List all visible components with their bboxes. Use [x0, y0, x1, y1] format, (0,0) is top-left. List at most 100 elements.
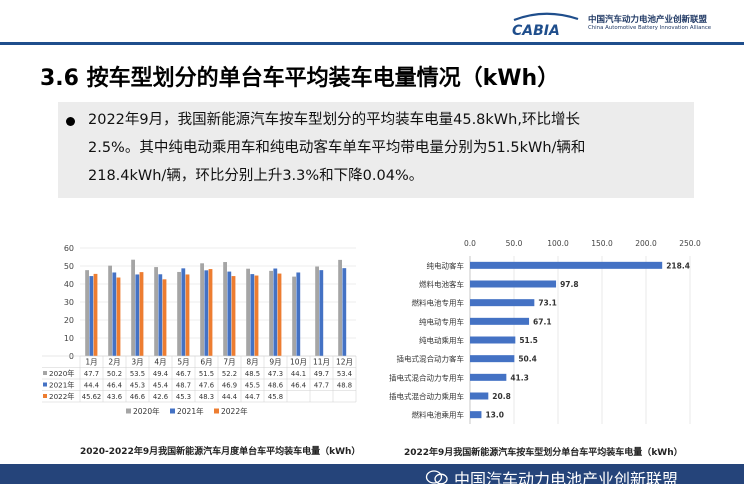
y-tick-label: 40	[64, 280, 74, 289]
summary-line-1: 2022年9月，我国新能源汽车按车型划分的平均装车电量45.8kWh,环比增长	[88, 112, 580, 128]
data-label: 46.9	[222, 382, 237, 390]
x-tick-label: 0.0	[464, 239, 476, 248]
bar-2020年-3月	[131, 259, 135, 356]
x-tick-label: 10月	[290, 358, 307, 367]
data-label: 45.5	[245, 382, 260, 390]
header: CABIA 中国汽车动力电池产业创新联盟 China Automotive Ba…	[0, 0, 744, 44]
footer-org-name: 中国汽车动力电池产业创新联盟	[454, 470, 679, 489]
monthly-bar-chart: 0 10 20 30 40 50 60 1月 2月 3月 4月 5月 6月 7月 8月 9月 10月 11月 12月…	[42, 244, 357, 416]
data-label: 44.4	[222, 393, 237, 401]
data-label: 20.8	[492, 392, 511, 401]
bar-2022年-8月	[254, 275, 259, 356]
right-chart-caption: 2022年9月我国新能源汽车按车型划分单台车平均装车电量（kWh）	[404, 448, 683, 458]
data-label: 49.7	[314, 370, 329, 378]
y-tick-label: 纯电动客车	[427, 260, 465, 270]
bar-2020年-5月	[177, 271, 181, 356]
bar-2022年-7月	[231, 276, 236, 356]
page-title: 3.6 按车型划分的单台车平均装车电量情况（kWh）	[40, 66, 560, 91]
bar-2022年-6月	[208, 269, 213, 356]
legend-label: 2022年	[221, 406, 248, 416]
summary-line-2: 2.5%。其中纯电动乘用车和纯电动客车单车平均带电量分别为51.5kWh/辆和	[88, 140, 586, 156]
org-name-en: China Automotive Battery Innovation Alli…	[588, 25, 712, 31]
data-label: 13.0	[485, 411, 504, 420]
bar-2022年-5月	[185, 274, 190, 356]
bar-2020年-9月	[269, 270, 273, 356]
data-label: 50.4	[518, 355, 537, 364]
bar-2020年-12月	[338, 259, 342, 356]
bar-纯电动乘用车	[470, 336, 516, 344]
bar-2021年-1月	[89, 276, 94, 356]
data-label: 53.5	[130, 370, 145, 378]
data-label: 47.7	[314, 382, 329, 390]
bar-插电式混合动力专用车	[470, 373, 507, 381]
x-tick-label: 200.0	[635, 239, 657, 248]
bar-纯电动客车	[470, 261, 663, 269]
y-tick-label: 插电式混合动力乘用车	[389, 391, 464, 401]
x-tick-label: 150.0	[591, 239, 613, 248]
x-tick-label: 3月	[131, 358, 143, 367]
cabia-logo-icon: CABIA	[512, 12, 579, 38]
y-tick-label: 插电式混合动力专用车	[389, 372, 464, 382]
bar-2022年-1月	[93, 273, 98, 356]
y-tick-label: 10	[64, 334, 74, 343]
header-divider	[0, 42, 744, 45]
data-label: 47.7	[84, 370, 99, 378]
bar-2022年-4月	[162, 279, 167, 356]
bar-2021年-7月	[227, 271, 232, 356]
data-label: 51.5	[199, 370, 214, 378]
bar-2020年-2月	[108, 265, 112, 356]
bar-2020年-8月	[246, 268, 250, 356]
data-label: 44.1	[291, 370, 306, 378]
x-tick-label: 1月	[85, 358, 97, 367]
bar-2020年-7月	[223, 262, 227, 356]
legend-label: 2020年	[133, 406, 160, 416]
table-series-label: 2022年	[49, 392, 74, 401]
bar-2021年-10月	[296, 272, 301, 356]
x-tick-label: 7月	[223, 358, 235, 367]
data-label: 50.2	[107, 370, 122, 378]
bar-2021年-3月	[135, 274, 140, 356]
bar-2021年-9月	[273, 268, 278, 356]
y-tick-label: 纯电动专用车	[419, 316, 464, 326]
legend-swatch	[126, 408, 131, 414]
data-label: 45.62	[82, 393, 101, 401]
y-tick-label: 燃料电池客车	[419, 279, 464, 289]
data-label: 53.4	[337, 370, 352, 378]
x-tick-label: 4月	[154, 358, 166, 367]
bar-燃料电池专用车	[470, 299, 535, 307]
table-series-label: 2020年	[49, 369, 74, 378]
bar-2021年-11月	[319, 270, 324, 356]
y-tick-label: 燃料电池乘用车	[412, 410, 465, 420]
y-tick-label: 20	[64, 316, 74, 325]
data-label: 73.1	[538, 299, 557, 308]
data-label: 48.7	[176, 382, 191, 390]
left-chart-caption: 2020-2022年9月我国新能源汽车月度单台车平均装车电量（kWh）	[80, 447, 361, 457]
bar-2021年-2月	[112, 272, 117, 356]
y-tick-label: 30	[64, 298, 74, 307]
bar-2020年-10月	[292, 276, 296, 356]
data-label: 44.4	[84, 382, 99, 390]
x-tick-label: 12月	[336, 358, 353, 367]
data-label: 47.3	[268, 370, 283, 378]
bar-2022年-2月	[116, 277, 121, 356]
bar-插电式混合动力乘用车	[470, 392, 489, 400]
bar-燃料电池乘用车	[470, 411, 482, 419]
data-label: 48.8	[337, 382, 352, 390]
y-tick-label: 0	[69, 352, 74, 361]
bar-纯电动专用车	[470, 317, 530, 325]
y-tick-label: 60	[64, 244, 74, 253]
data-label: 46.4	[107, 382, 122, 390]
data-label: 43.6	[107, 393, 122, 401]
bar-2020年-1月	[85, 270, 89, 356]
x-tick-label: 6月	[200, 358, 212, 367]
x-tick-label: 250.0	[679, 239, 701, 248]
data-label: 51.5	[519, 336, 538, 345]
data-label: 52.2	[222, 370, 237, 378]
bar-2022年-3月	[139, 272, 144, 356]
bar-2021年-6月	[204, 270, 209, 356]
bar-2021年-12月	[342, 268, 347, 356]
summary-text: 2022年9月，我国新能源汽车按车型划分的平均装车电量45.8kWh,环比增长 …	[88, 106, 688, 190]
data-label: 45.4	[153, 382, 168, 390]
data-label: 42.6	[153, 393, 168, 401]
bar-2020年-4月	[154, 267, 158, 356]
